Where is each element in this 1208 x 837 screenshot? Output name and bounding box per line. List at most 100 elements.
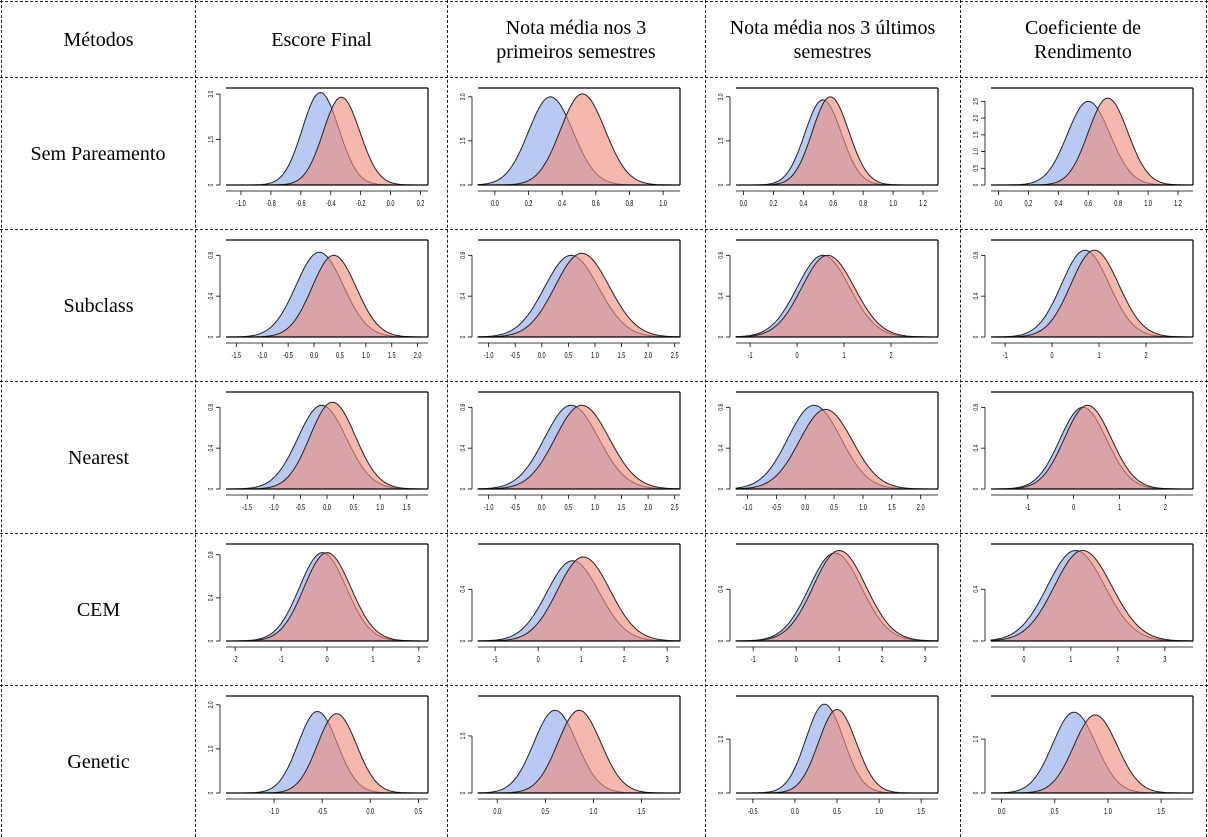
x-tick-label: 1 [838, 656, 841, 664]
y-tick-label: 1.0 [718, 735, 725, 742]
x-tick-label: 1 [1069, 656, 1072, 664]
y-tick-label: 0 [718, 639, 725, 642]
x-tick-label: 2 [881, 656, 884, 664]
x-tick-label: -1 [493, 656, 498, 664]
y-tick-label: 0.8 [973, 403, 980, 410]
row-divider [0, 533, 1208, 534]
x-tick-label: 0.0 [493, 808, 501, 816]
x-tick-label: 1.0 [875, 808, 883, 816]
x-tick-label: -0.5 [296, 504, 306, 512]
header-coeficiente: Coeficiente de Rendimento [1024, 16, 1142, 63]
x-tick-label: -0.4 [326, 200, 336, 208]
x-tick-label: -1 [1003, 352, 1008, 360]
density-plot: -1.0 -0.5 0.0 0.5 0 1.0 2.0 [208, 695, 429, 816]
x-tick-label: 1.0 [859, 504, 867, 512]
table-header-divider [0, 77, 1208, 78]
x-tick-label: -1 [279, 656, 284, 664]
density-curve-red [226, 401, 428, 490]
x-tick-label: 1.2 [1174, 200, 1182, 208]
x-tick-label: 1.5 [638, 808, 646, 816]
density-curve-red [990, 550, 1194, 642]
density-curve-red [226, 552, 428, 642]
x-tick-label: -1 [751, 656, 756, 664]
x-tick-label: 0.0 [995, 200, 1003, 208]
density-curve-red [991, 714, 1193, 794]
y-tick-label: 0.4 [973, 292, 980, 299]
density-curve-red [478, 709, 680, 794]
density-plot: 0.0 0.2 0.4 0.6 0.8 1.0 1.2 0 1.5 3.0 [718, 87, 939, 208]
x-tick-label: 0 [537, 656, 540, 664]
x-tick-label: -0.6 [296, 200, 306, 208]
x-tick-label: 1.0 [1104, 808, 1112, 816]
x-tick-label: 1.5 [917, 808, 925, 816]
column-divider [705, 0, 706, 837]
y-tick-label: 0 [973, 791, 980, 794]
x-tick-label: 1 [1097, 352, 1100, 360]
header-nota-ultimos: Nota média nos 3 últimos semestres [729, 16, 936, 63]
density-curve-red [736, 708, 938, 794]
y-tick-label: 0 [208, 183, 215, 186]
x-tick-label: -1.5 [242, 504, 252, 512]
density-plot: -1.5 -1.0 -0.5 0.0 0.5 1.0 1.5 0 0.4 0.8 [208, 391, 429, 512]
row-label-genetic: Genetic [67, 750, 130, 773]
y-tick-label: 2.0 [208, 701, 215, 708]
x-tick-label: 0.4 [1054, 200, 1062, 208]
y-tick-label: 1.0 [973, 735, 980, 742]
header-metodos: Métodos [63, 28, 134, 51]
x-tick-label: 0.6 [592, 200, 600, 208]
y-tick-label: 0.8 [208, 251, 215, 258]
x-tick-label: 0 [1022, 656, 1025, 664]
density-plot: -1 0 1 2 3 0 0.4 [460, 543, 681, 664]
x-tick-label: 1.0 [1144, 200, 1152, 208]
x-tick-label: -1.0 [484, 352, 494, 360]
y-tick-label: 0 [460, 791, 467, 794]
density-curve-red [991, 404, 1193, 490]
x-tick-label: 1 [1118, 504, 1121, 512]
x-tick-label: 0 [325, 656, 328, 664]
x-tick-label: 0.5 [830, 504, 838, 512]
y-tick-label: 1.5 [460, 137, 467, 144]
x-tick-label: 2.0 [917, 504, 925, 512]
y-tick-label: 0.8 [718, 403, 725, 410]
y-tick-label: 0.5 [973, 164, 980, 171]
y-tick-label: 0.4 [718, 444, 725, 451]
x-tick-label: 0.2 [525, 200, 533, 208]
y-tick-label: 0.4 [208, 444, 215, 451]
y-tick-label: 0 [460, 183, 467, 186]
x-tick-label: -1.0 [269, 808, 279, 816]
x-tick-label: 0.2 [770, 200, 778, 208]
x-tick-label: 1 [371, 656, 374, 664]
x-tick-label: 3 [924, 656, 927, 664]
x-tick-label: 1 [842, 352, 845, 360]
density-curve-red [735, 254, 938, 338]
x-tick-label: 2 [623, 656, 626, 664]
header-nota-primeiros: Nota média nos 3 primeiros semestres [496, 16, 656, 63]
y-tick-label: 0 [973, 335, 980, 338]
x-tick-label: -0.5 [772, 504, 782, 512]
y-tick-label: 1.0 [460, 732, 467, 739]
x-tick-label: 0.2 [1025, 200, 1033, 208]
x-tick-label: -1.5 [232, 352, 242, 360]
density-curve-red [736, 549, 939, 642]
y-tick-label: 0.4 [973, 585, 980, 592]
x-tick-label: 1.5 [403, 504, 411, 512]
x-tick-label: 0 [1072, 504, 1075, 512]
y-tick-label: 0 [208, 487, 215, 490]
density-plot: -0.5 0.0 0.5 1.0 1.5 0 1.0 [718, 695, 939, 816]
density-curve-red [226, 713, 428, 794]
y-tick-label: 0 [718, 791, 725, 794]
x-tick-label: 0.0 [310, 352, 318, 360]
x-tick-label: 0.0 [791, 808, 799, 816]
y-tick-label: 0 [973, 487, 980, 490]
x-tick-label: 2.0 [414, 352, 422, 360]
x-tick-label: -2 [233, 656, 238, 664]
y-tick-label: 0.4 [460, 444, 467, 451]
density-plot: 0.0 0.2 0.4 0.6 0.8 1.0 0 1.5 3.0 [460, 87, 681, 208]
y-tick-label: 0.4 [718, 585, 725, 592]
x-tick-label: 1.0 [591, 504, 599, 512]
y-tick-label: 1.5 [973, 131, 980, 138]
x-tick-label: 0.8 [1114, 200, 1122, 208]
y-tick-label: 1.0 [208, 745, 215, 752]
y-tick-label: 0.8 [208, 403, 215, 410]
column-divider [960, 0, 961, 837]
